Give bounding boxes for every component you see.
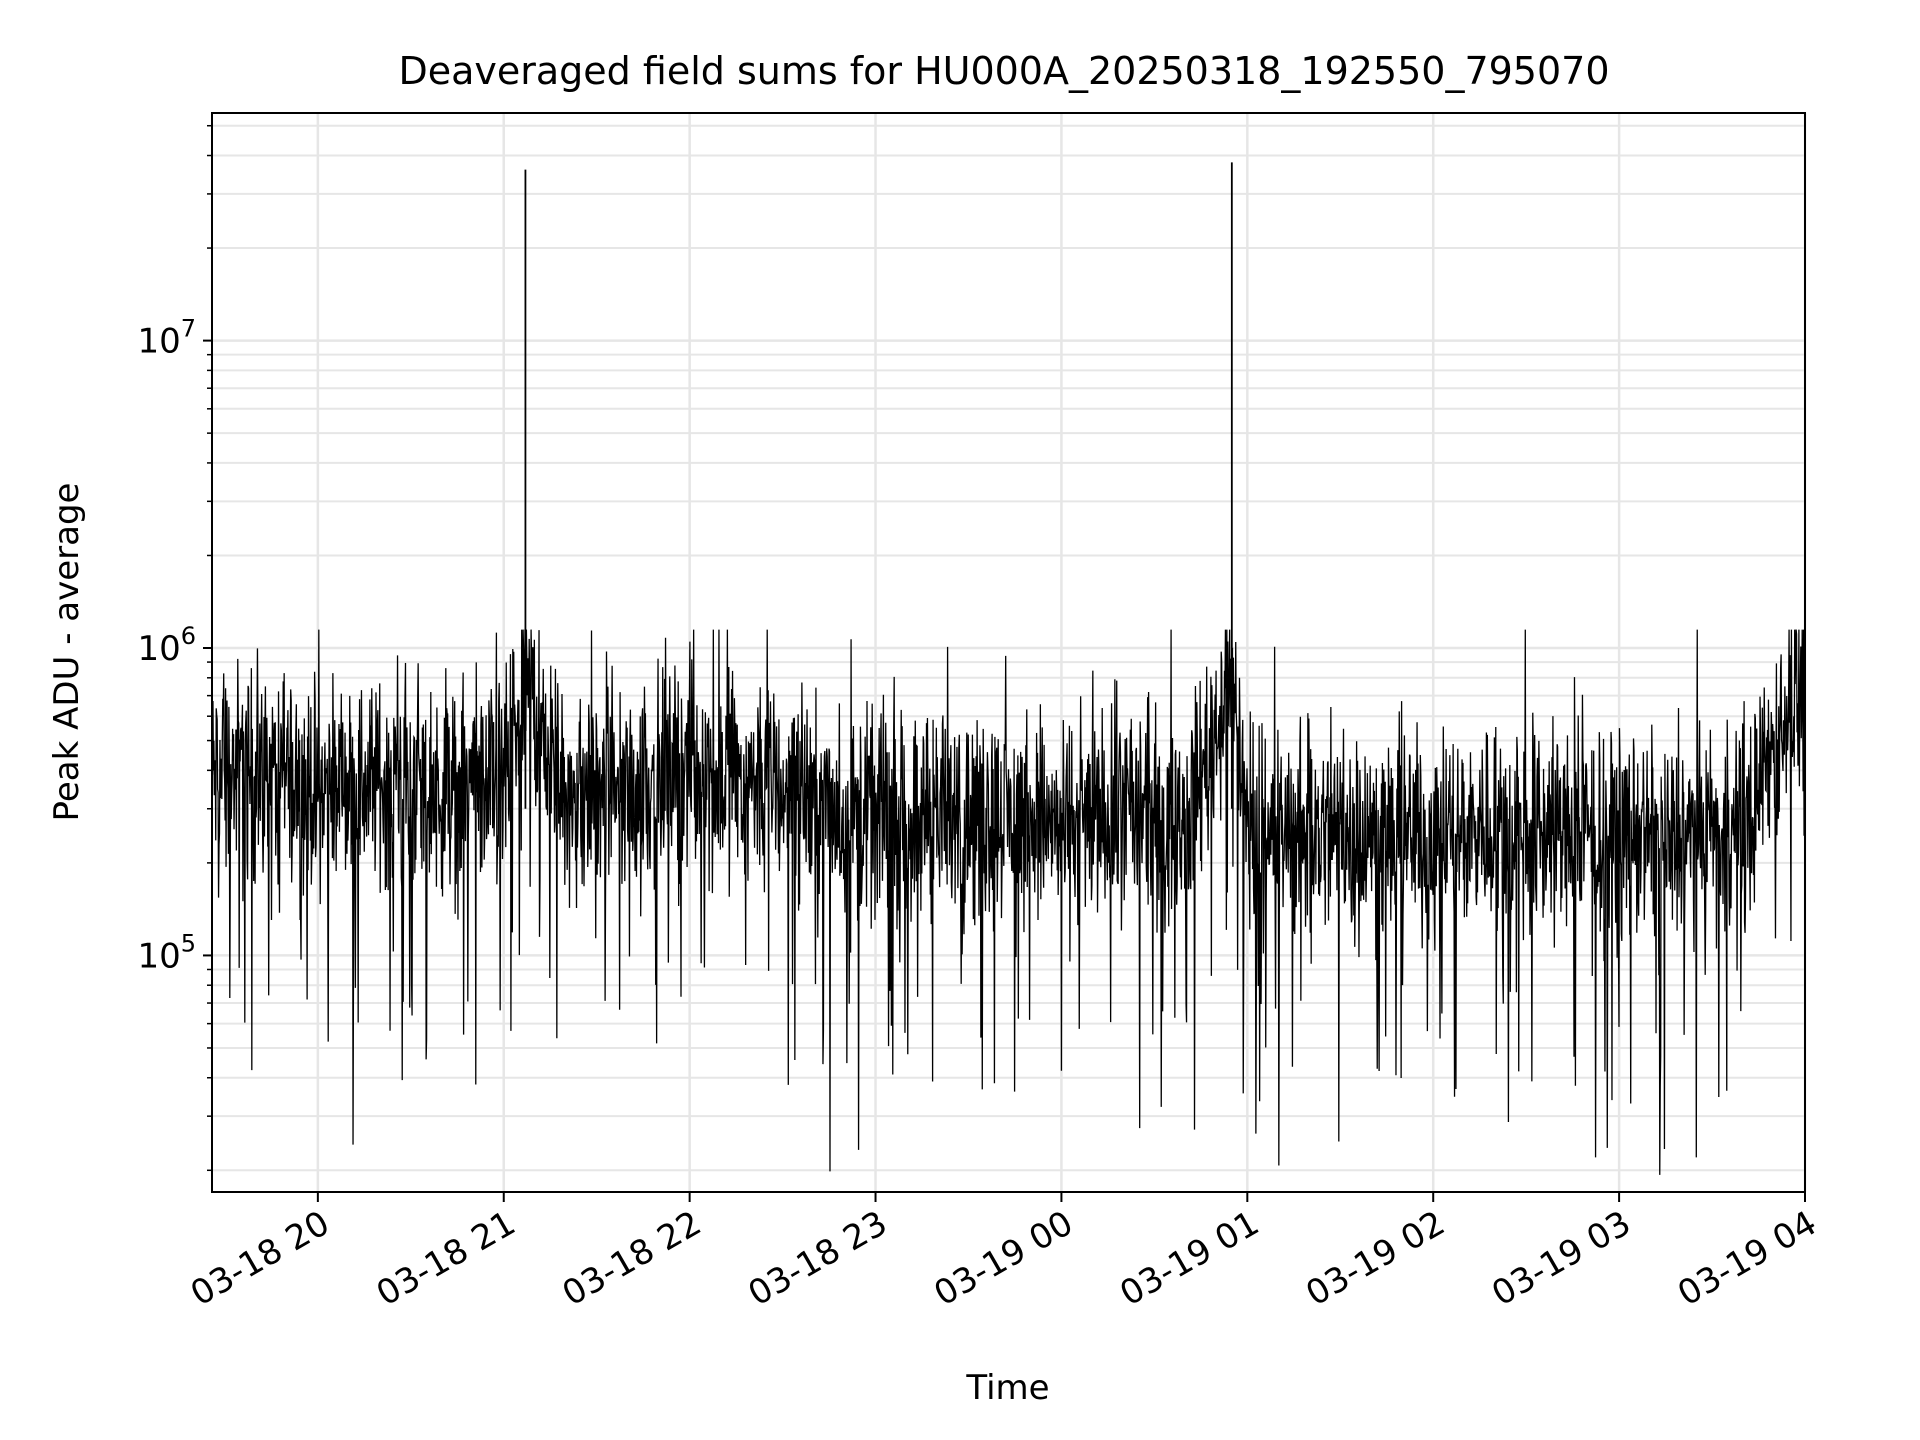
y-axis-label: Peak ADU - average xyxy=(47,483,87,822)
y-tick-label: 107 xyxy=(137,315,196,362)
series-layer xyxy=(211,162,1806,1175)
y-axis-ticks: 105 106 107 xyxy=(137,124,212,1172)
chart-title: Deaveraged field sums for HU000A_2025031… xyxy=(398,49,1609,93)
x-axis-label: Time xyxy=(965,1368,1049,1408)
y-tick-label: 106 xyxy=(137,622,196,669)
plot-area-frame xyxy=(211,112,1806,1193)
series-line xyxy=(211,629,1806,1175)
y-tick-label: 105 xyxy=(137,929,196,976)
